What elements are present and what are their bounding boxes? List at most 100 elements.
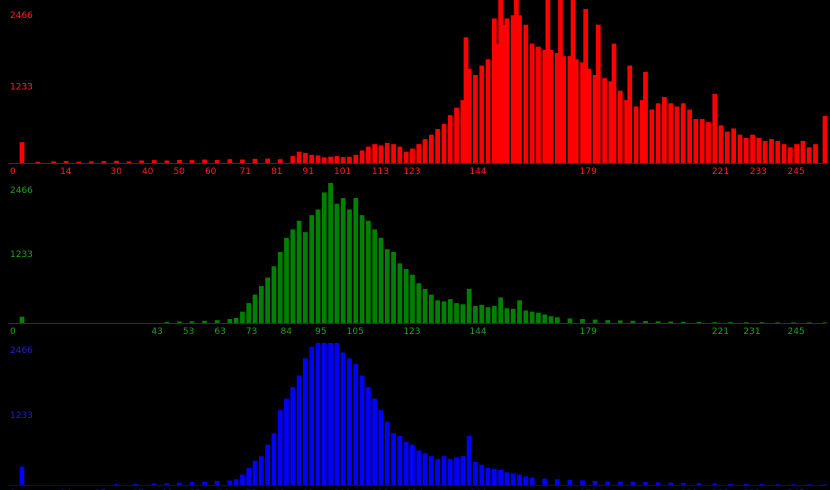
- red-histogram-bar: [794, 144, 800, 163]
- green-ytick-label: 2466: [10, 186, 33, 196]
- green-histogram-bar: [177, 321, 182, 323]
- green-histogram-bar: [384, 249, 390, 323]
- green-xtick-label: 63: [214, 327, 225, 337]
- red-histogram-bar: [554, 53, 560, 163]
- red-xtick-label: 30: [110, 167, 122, 177]
- blue-histogram-bar: [309, 346, 315, 485]
- red-histogram-bar: [699, 119, 705, 163]
- blue-histogram-bar: [334, 343, 340, 485]
- blue-histogram-bar: [271, 433, 277, 485]
- green-histogram-bar: [296, 220, 302, 323]
- red-xtick-label: 144: [469, 167, 486, 177]
- blue-histogram-bar: [498, 470, 504, 485]
- red-histogram-bar: [265, 158, 270, 163]
- red-histogram-bar: [570, 0, 576, 163]
- blue-histogram-bar: [429, 456, 434, 485]
- green-histogram-bar: [548, 316, 554, 323]
- blue-histogram-bar: [177, 482, 182, 485]
- red-histogram-bar: [321, 157, 327, 163]
- red-histogram-bar: [633, 106, 639, 163]
- red-histogram-bar: [19, 142, 25, 163]
- green-histogram-bar: [523, 310, 529, 323]
- green-xtick-label: 231: [743, 327, 760, 337]
- blue-histogram-bar: [214, 480, 220, 485]
- red-histogram-bar: [608, 81, 614, 163]
- red-histogram-bar: [737, 134, 743, 163]
- red-xtick-label: 123: [403, 167, 420, 177]
- red-histogram-bar: [693, 119, 699, 163]
- blue-histogram-bar: [397, 436, 403, 485]
- blue-histogram-bar: [265, 444, 270, 485]
- red-histogram-bar: [674, 106, 680, 163]
- red-histogram-bar: [498, 0, 504, 163]
- green-histogram-bar: [479, 304, 485, 323]
- red-xtick-label: 60: [205, 167, 217, 177]
- green-histogram-bar: [491, 305, 497, 323]
- blue-histogram-bar: [554, 479, 560, 485]
- green-histogram-bar: [410, 274, 415, 323]
- green-histogram-bar: [617, 320, 623, 323]
- red-histogram-bar: [435, 129, 441, 163]
- red-histogram-bar: [561, 56, 566, 163]
- green-histogram-bar: [806, 322, 812, 324]
- blue-histogram-bar: [523, 476, 529, 485]
- green-histogram-bar: [290, 229, 296, 323]
- blue-histogram-bar: [353, 364, 359, 485]
- red-histogram-bar: [309, 154, 315, 163]
- blue-histogram-bar: [630, 481, 636, 485]
- blue-histogram-bar: [328, 343, 333, 485]
- red-histogram-bar: [479, 65, 485, 163]
- red-histogram-bar: [501, 24, 507, 163]
- blue-histogram-bar: [567, 479, 573, 485]
- blue-histogram-bar: [391, 433, 396, 485]
- green-histogram-bar: [510, 308, 516, 323]
- red-histogram-bar: [378, 145, 384, 163]
- red-histogram-bar: [573, 59, 579, 164]
- blue-histogram-bar: [655, 482, 661, 485]
- green-histogram-bar: [536, 312, 541, 323]
- red-histogram-bar: [366, 146, 371, 163]
- red-histogram-bar: [586, 68, 592, 163]
- green-histogram-bar: [791, 322, 796, 324]
- green-histogram-bar: [728, 322, 733, 323]
- blue-ytick-label: 2466: [10, 346, 33, 356]
- blue-histogram-bar: [791, 484, 796, 486]
- green-histogram-bar: [416, 283, 422, 323]
- green-histogram-bar: [366, 220, 371, 323]
- red-histogram-bar: [466, 68, 472, 163]
- red-histogram-bar: [523, 24, 529, 163]
- red-histogram-bar: [76, 161, 82, 163]
- red-histogram-bar: [639, 100, 645, 163]
- red-xtick-label: 40: [142, 167, 154, 177]
- green-histogram-bar: [315, 209, 321, 323]
- red-ytick-label: 1233: [10, 83, 33, 93]
- green-histogram-bar: [227, 319, 233, 323]
- red-histogram-bar: [303, 152, 308, 163]
- blue-histogram-bar: [277, 410, 283, 485]
- green-xtick-label: 95: [315, 327, 326, 337]
- green-histogram-bar: [202, 320, 208, 323]
- blue-histogram-bar: [479, 464, 485, 485]
- blue-histogram-bar: [202, 481, 208, 485]
- red-xtick-label: 233: [750, 167, 767, 177]
- red-histogram-bar: [359, 150, 365, 163]
- green-xtick-label: 123: [403, 327, 420, 337]
- red-histogram-bar: [756, 137, 762, 163]
- red-xtick-label: 71: [240, 167, 251, 177]
- red-histogram-bar: [743, 137, 749, 163]
- red-histogram-bar: [769, 139, 774, 163]
- red-histogram-bar: [151, 160, 157, 163]
- red-xtick-label: 50: [173, 167, 185, 177]
- red-histogram-bar: [454, 107, 459, 163]
- red-histogram-bar: [687, 109, 692, 163]
- green-histogram-bar: [680, 321, 686, 323]
- green-xtick-label: 144: [469, 327, 486, 337]
- red-ytick-label: 2466: [10, 11, 33, 21]
- green-xtick-label: 105: [347, 327, 364, 337]
- green-histogram-bar: [668, 321, 674, 323]
- green-histogram-bar: [391, 252, 396, 323]
- red-histogram-bar: [617, 90, 623, 163]
- blue-histogram-bar: [359, 375, 365, 485]
- green-histogram-bar: [485, 307, 491, 323]
- red-histogram-bar: [353, 154, 359, 163]
